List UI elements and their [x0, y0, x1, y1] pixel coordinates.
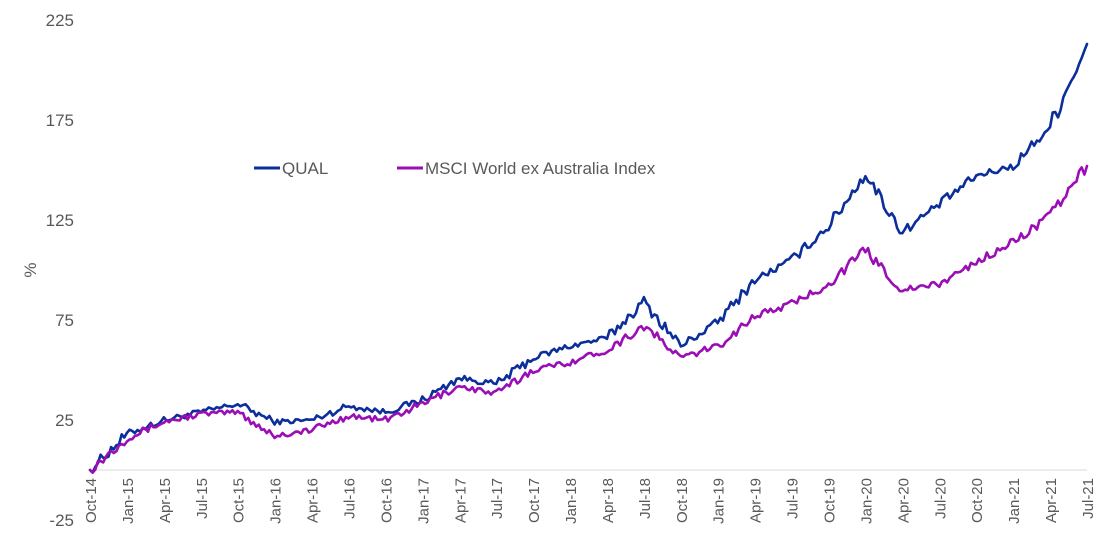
y-tick-label: 225: [46, 11, 74, 30]
x-tick-label: Jan-15: [120, 478, 137, 524]
y-tick-label: 175: [46, 111, 74, 130]
y-tick-label: 125: [46, 211, 74, 230]
series-line-msci-world-ex-australia: [88, 164, 1089, 474]
y-axis-title: %: [21, 262, 40, 277]
x-tick-label: Apr-21: [1043, 478, 1060, 523]
x-axis-ticks: Oct-14 Jan-15 Apr-15 Jul-15 Oct-15 Jan-16 Apr-…: [83, 478, 1097, 524]
x-tick-label: Apr-15: [157, 478, 174, 523]
x-tick-label: Jan-16: [268, 478, 285, 524]
x-tick-label: Oct-19: [822, 478, 839, 523]
x-tick-label: Apr-20: [895, 478, 912, 523]
x-tick-label: Apr-17: [452, 478, 469, 523]
x-tick-label: Jan-18: [563, 478, 580, 524]
x-tick-label: Oct-14: [83, 478, 100, 523]
x-tick-label: Apr-19: [748, 478, 765, 523]
series-layer: [88, 42, 1089, 474]
x-tick-label: Jul-16: [341, 478, 358, 519]
x-tick-label: Jan-19: [711, 478, 728, 524]
x-tick-label: Jan-20: [858, 478, 875, 524]
x-tick-label: Oct-20: [969, 478, 986, 523]
x-tick-label: Oct-15: [231, 478, 248, 523]
series-line-qual: [88, 42, 1089, 474]
x-tick-label: Jul-18: [637, 478, 654, 519]
x-tick-label: Jul-19: [785, 478, 802, 519]
x-tick-label: Jul-17: [489, 478, 506, 519]
x-tick-label: Jul-21: [1080, 478, 1097, 519]
x-tick-label: Jul-20: [932, 478, 949, 519]
x-tick-label: Jan-21: [1006, 478, 1023, 524]
legend-label: QUAL: [282, 159, 328, 178]
x-tick-label: Apr-16: [305, 478, 322, 523]
legend: QUAL MSCI World ex Australia Index: [254, 159, 656, 178]
x-tick-label: Oct-18: [674, 478, 691, 523]
y-tick-label: 75: [55, 311, 74, 330]
x-tick-label: Jan-17: [415, 478, 432, 524]
y-tick-label: 25: [55, 411, 74, 430]
x-tick-label: Jul-15: [194, 478, 211, 519]
x-tick-label: Oct-17: [526, 478, 543, 523]
y-axis-ticks: -25 25 75 125 175 225: [46, 11, 74, 530]
y-tick-label: -25: [49, 511, 74, 530]
x-tick-label: Apr-18: [600, 478, 617, 523]
x-tick-label: Oct-16: [378, 478, 395, 523]
legend-label: MSCI World ex Australia Index: [425, 159, 656, 178]
